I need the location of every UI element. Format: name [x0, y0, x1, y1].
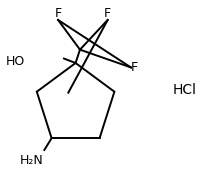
Text: H₂N: H₂N: [20, 153, 44, 166]
Text: F: F: [131, 61, 138, 74]
Text: F: F: [55, 7, 62, 20]
Text: F: F: [104, 7, 111, 20]
Text: HCl: HCl: [173, 83, 197, 97]
Text: HO: HO: [5, 55, 25, 68]
